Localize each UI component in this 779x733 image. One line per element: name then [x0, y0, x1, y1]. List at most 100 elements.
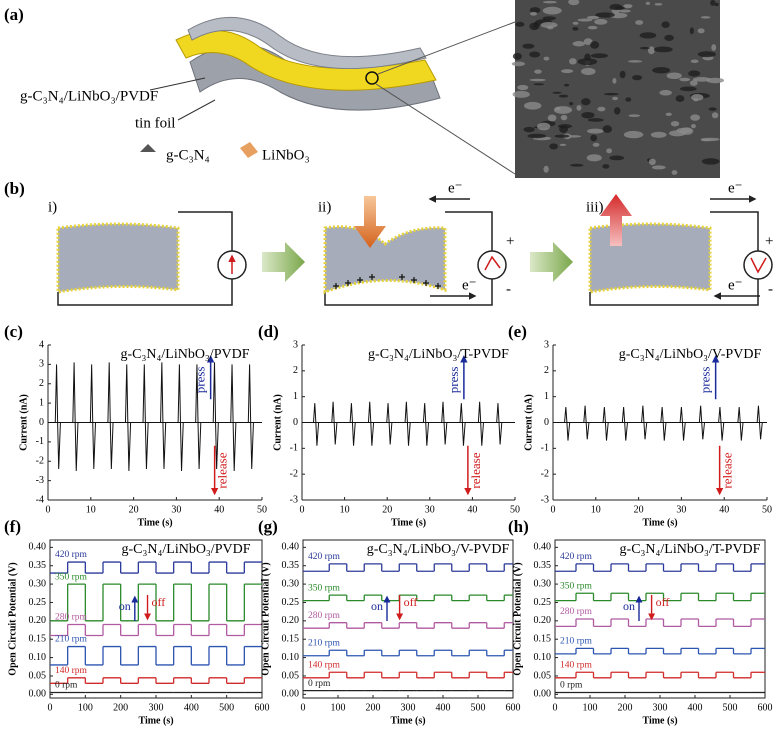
series-label: 280 rpm: [560, 607, 593, 617]
sem-pore: [635, 20, 644, 25]
sem-pore: [689, 80, 698, 86]
x-axis-label: Time (s): [390, 715, 425, 726]
series-label: 280 rpm: [55, 613, 88, 623]
y-tick-label: -1: [290, 443, 298, 454]
sem-pore: [547, 114, 557, 122]
y-tick-label: 1: [39, 397, 44, 408]
sem-pore: [581, 98, 591, 106]
sem-pore: [689, 27, 694, 35]
x-tick-label: 40: [214, 504, 224, 515]
y-tick-label: 0.15: [282, 634, 300, 645]
chart-title: g-C₃N₄/LiNbO₃/T-PVDF: [620, 542, 761, 557]
x-tick-label: 300: [149, 702, 164, 713]
x-tick-label: 200: [113, 702, 128, 713]
current-pulse: [583, 405, 590, 440]
sem-pore: [581, 111, 595, 119]
x-axis-label: Time (s): [138, 715, 173, 726]
current-pulse: [422, 403, 430, 446]
current-pulse: [142, 364, 149, 470]
sem-pore: [602, 164, 610, 169]
current-pulse: [441, 401, 448, 445]
y-tick-label: 0.20: [534, 615, 552, 626]
y-tick-label: 0.05: [29, 670, 47, 681]
sem-pore: [511, 61, 526, 67]
sem-pore: [597, 106, 606, 112]
sem-pore: [564, 83, 570, 87]
sem-pore: [645, 1, 651, 5]
sem-pore: [652, 67, 671, 74]
series-label: 210 rpm: [560, 637, 593, 647]
sem-pore: [590, 41, 600, 49]
chart-title: g-C₃N₄/LiNbO₃/T-PVDF: [368, 347, 509, 362]
x-tick-label: 100: [78, 702, 93, 713]
x-tick-label: 50: [510, 504, 520, 515]
polarity: -: [506, 281, 511, 297]
polarity: +: [506, 233, 514, 249]
sem-pore: [628, 60, 643, 63]
y-axis-label: Open Circuit Potential (V): [512, 562, 523, 675]
sem-pore: [651, 165, 666, 170]
sem-pore: [587, 118, 604, 122]
x-tick-label: 500: [723, 702, 738, 713]
x-tick-label: 300: [401, 702, 416, 713]
sem-pore: [612, 96, 619, 101]
sem-pore: [639, 32, 657, 39]
y-tick-label: -2: [290, 468, 298, 479]
series-label: 350 rpm: [560, 581, 593, 591]
y-tick-label: -2: [541, 468, 549, 479]
sem-pore: [648, 46, 655, 55]
y-tick-label: 0.15: [29, 634, 47, 645]
sem-pore: [517, 84, 529, 91]
electron-label: e⁻: [448, 180, 463, 196]
x-tick-label: 600: [758, 702, 773, 713]
sem-pore: [512, 90, 530, 98]
sem-pore: [569, 101, 574, 106]
legend-label: g-C₃N₄: [166, 147, 210, 163]
current-pulse: [212, 362, 219, 470]
y-tick-label: 0.40: [534, 542, 552, 553]
y-tick-label: 0: [544, 417, 549, 428]
panel-label: (b): [4, 179, 25, 198]
sem-pore: [559, 143, 567, 146]
sem-pore: [512, 52, 522, 60]
sem-pore: [523, 126, 535, 133]
sem-pore: [619, 70, 626, 79]
x-tick-label: 400: [436, 702, 451, 713]
panel-label: (e): [508, 322, 527, 341]
y-tick-label: 0: [293, 417, 298, 428]
chart-title: g-C₃N₄/LiNbO₃/PVDF: [122, 542, 251, 557]
sem-pore: [572, 26, 579, 31]
on-label: on: [371, 599, 383, 613]
sem-pore: [697, 28, 705, 34]
sem-pore: [542, 0, 557, 4]
y-tick-label: 1: [293, 391, 298, 402]
sem-pore: [708, 107, 717, 111]
x-axis-label: Time (s): [642, 517, 677, 528]
sem-pore: [690, 59, 699, 63]
sem-pore: [668, 130, 686, 137]
sem-pore: [552, 91, 562, 94]
x-tick-label: 20: [129, 504, 139, 515]
film-samples: [56, 222, 712, 295]
current-pulse: [177, 364, 184, 471]
y-tick-label: 0.25: [534, 597, 552, 608]
sem-pore: [606, 148, 612, 154]
current-pulse: [621, 406, 628, 441]
sem-pore: [568, 58, 577, 65]
y-tick-label: 0.10: [534, 652, 552, 663]
current-pulse: [367, 401, 375, 446]
legend-label: LiNbO₃: [262, 147, 310, 163]
off-label: off: [656, 595, 670, 609]
chart-title: g-C₃N₄/LiNbO₃/PVDF: [121, 347, 250, 362]
sem-pore: [609, 3, 623, 11]
film-label: g-C₃N₄/LiNbO₃/PVDF: [20, 88, 158, 104]
press-label: press: [193, 367, 208, 394]
sem-pore: [554, 134, 570, 138]
current-pulse: [737, 406, 744, 441]
y-tick-label: 0.00: [534, 689, 552, 700]
x-tick-label: 100: [583, 702, 598, 713]
current-pulse: [564, 406, 571, 441]
panel-label: (h): [508, 517, 529, 536]
polarity: +: [765, 233, 773, 249]
sem-pore: [587, 128, 604, 134]
